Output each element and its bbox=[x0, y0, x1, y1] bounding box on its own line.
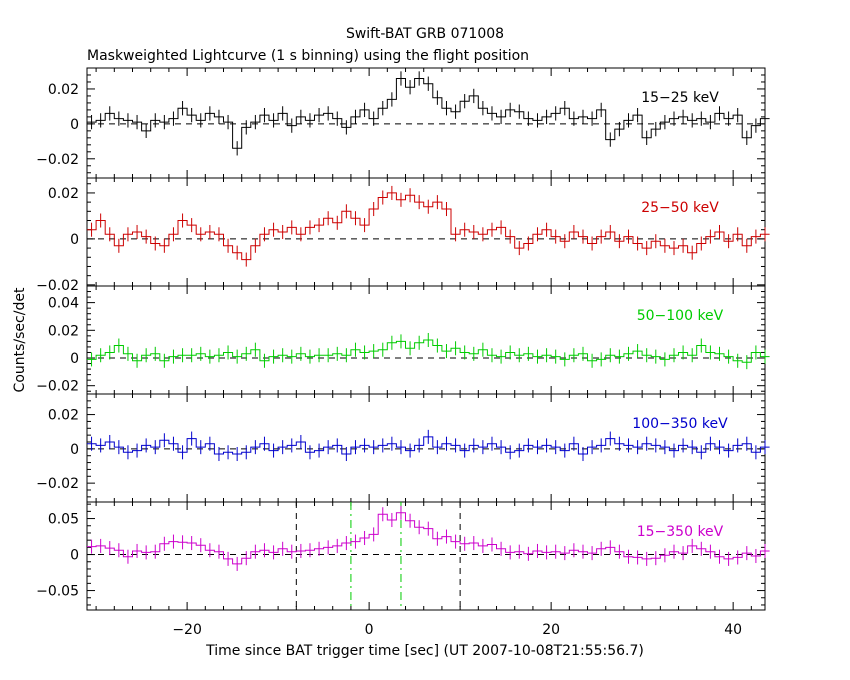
y-tick-label: 0 bbox=[70, 548, 79, 564]
y-tick-label: 0 bbox=[70, 117, 79, 133]
band-label: 15−350 keV bbox=[637, 524, 724, 540]
y-tick-label: 0 bbox=[70, 442, 79, 458]
x-tick-label: 40 bbox=[724, 622, 742, 638]
panel-5: −0.05 0 0.05 15−350 keV bbox=[36, 501, 770, 611]
y-tick-label: −0.02 bbox=[36, 379, 79, 395]
panel-2: −0.02 0 0.02 25−50 keV bbox=[36, 177, 770, 294]
y-tick-label: −0.02 bbox=[36, 278, 79, 294]
panel-frame bbox=[86, 501, 766, 611]
y-tick-label: 0.02 bbox=[48, 323, 79, 339]
chart-subtitle: Maskweighted Lightcurve (1 s binning) us… bbox=[87, 48, 529, 64]
band-label: 25−50 keV bbox=[641, 200, 719, 216]
band-label: 50−100 keV bbox=[637, 308, 724, 324]
y-axis-label: Counts/sec/det bbox=[12, 287, 28, 392]
band-label: 15−25 keV bbox=[641, 90, 719, 106]
y-tick-label: −0.02 bbox=[36, 476, 79, 492]
y-tick-label: 0 bbox=[70, 351, 79, 367]
panel-frame bbox=[86, 67, 766, 179]
panel-frame bbox=[86, 393, 766, 503]
x-tick-label: 0 bbox=[365, 622, 374, 638]
panel-frame bbox=[86, 177, 766, 287]
y-tick-label: −0.02 bbox=[36, 152, 79, 168]
y-tick-label: 0 bbox=[70, 232, 79, 248]
x-tick-label: 20 bbox=[542, 622, 560, 638]
panel-4: −0.02 0 0.02 100−350 keV bbox=[36, 393, 770, 503]
chart-title: Swift-BAT GRB 071008 bbox=[346, 26, 504, 42]
x-axis-label: Time since BAT trigger time [sec] (UT 20… bbox=[205, 643, 644, 659]
x-tick-label: −20 bbox=[172, 622, 202, 638]
y-tick-label: 0.02 bbox=[48, 82, 79, 98]
y-tick-label: 0.05 bbox=[48, 512, 79, 528]
panel-1: −0.02 0 0.02 15−25 keV bbox=[36, 67, 770, 179]
y-tick-label: 0.02 bbox=[48, 186, 79, 202]
y-tick-label: 0.04 bbox=[48, 296, 79, 312]
band-label: 100−350 keV bbox=[632, 416, 728, 432]
y-tick-label: −0.05 bbox=[36, 584, 79, 600]
y-tick-label: 0.02 bbox=[48, 408, 79, 424]
panel-3: −0.02 0 0.02 0.04 50−100 keV bbox=[36, 285, 770, 395]
